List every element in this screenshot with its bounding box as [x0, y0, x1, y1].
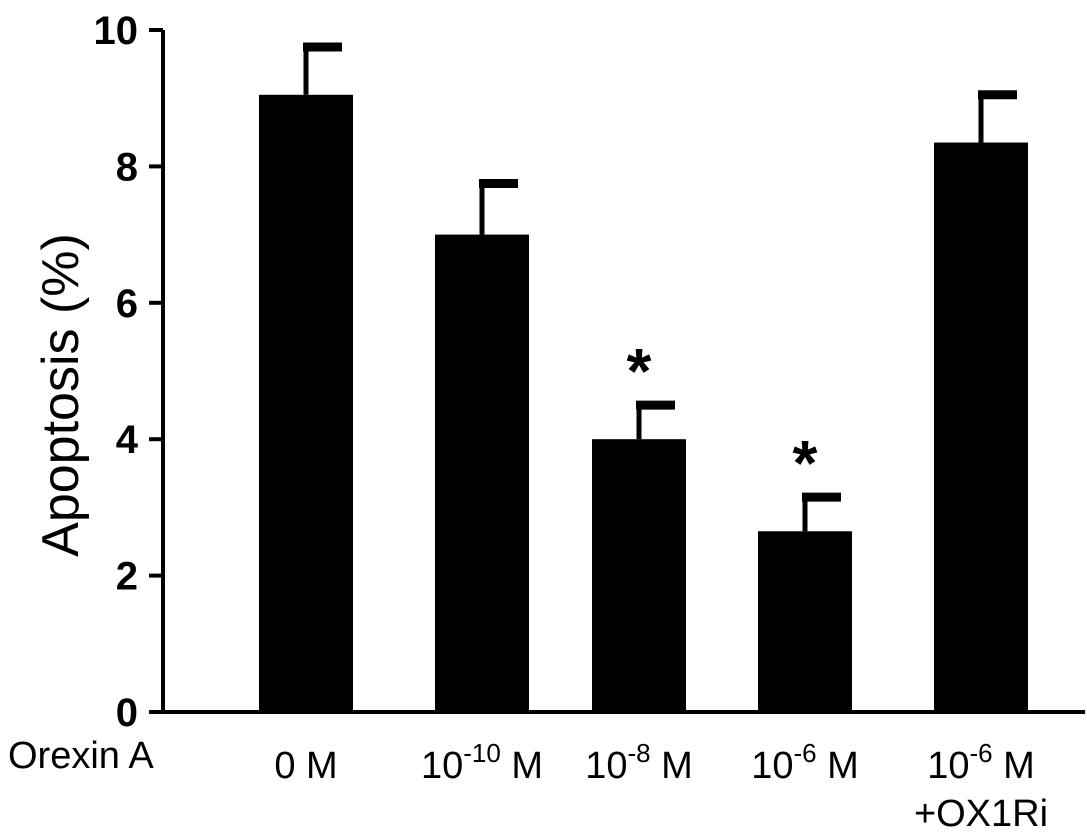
significance-marker: *: [627, 335, 652, 407]
bars: **: [259, 42, 1028, 713]
y-tick-label: 6: [116, 282, 138, 326]
bar: [934, 142, 1028, 712]
bar: [259, 94, 353, 713]
category-label-line2: +OX1Ri: [914, 793, 1048, 835]
y-tick-label: 8: [116, 145, 138, 189]
category-label: 10-8 M: [585, 738, 693, 787]
y-tick-label: 0: [116, 691, 138, 735]
category-labels: 0 M 10-10 M 10-8 M 10-6 M 10-6 M +OX1Ri: [274, 738, 1048, 835]
significance-marker: *: [793, 427, 818, 499]
y-tick-label: 4: [116, 418, 139, 462]
category-label: 10-6 M: [927, 738, 1035, 787]
y-axis-label: Apoptosis (%): [32, 233, 90, 557]
y-ticks: 0 2 4 6 8 10: [94, 9, 163, 735]
bar: [592, 439, 686, 712]
bar: [758, 531, 852, 712]
y-tick-label: 2: [116, 555, 138, 599]
category-label: 10-10 M: [421, 738, 543, 787]
category-label: 10-6 M: [751, 738, 859, 787]
x-axis-label: Orexin A: [8, 735, 154, 777]
bar: [435, 234, 529, 712]
y-tick-label: 10: [94, 9, 139, 53]
category-label: 0 M: [274, 745, 337, 787]
